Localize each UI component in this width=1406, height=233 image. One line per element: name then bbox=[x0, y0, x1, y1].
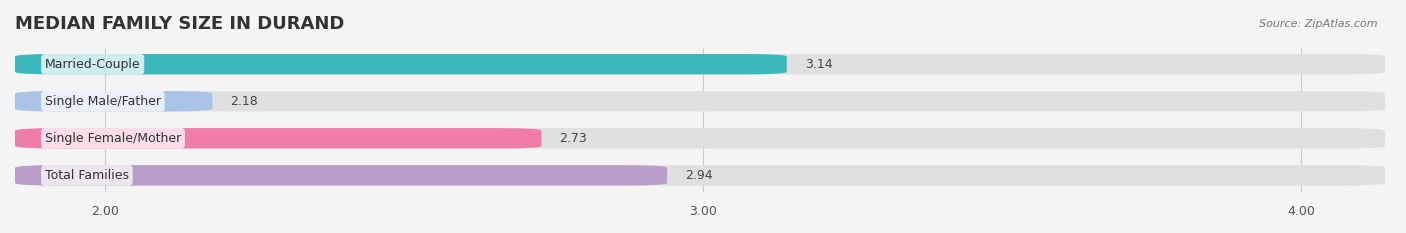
FancyBboxPatch shape bbox=[15, 165, 666, 185]
Text: 2.18: 2.18 bbox=[231, 95, 259, 108]
Text: Source: ZipAtlas.com: Source: ZipAtlas.com bbox=[1260, 19, 1378, 29]
Text: 2.73: 2.73 bbox=[560, 132, 588, 145]
FancyBboxPatch shape bbox=[21, 128, 1385, 148]
FancyBboxPatch shape bbox=[15, 128, 541, 148]
FancyBboxPatch shape bbox=[15, 91, 212, 111]
FancyBboxPatch shape bbox=[21, 91, 1385, 111]
Text: 3.14: 3.14 bbox=[804, 58, 832, 71]
FancyBboxPatch shape bbox=[21, 165, 1385, 185]
FancyBboxPatch shape bbox=[21, 54, 1385, 74]
Text: Total Families: Total Families bbox=[45, 169, 129, 182]
Text: Married-Couple: Married-Couple bbox=[45, 58, 141, 71]
Text: MEDIAN FAMILY SIZE IN DURAND: MEDIAN FAMILY SIZE IN DURAND bbox=[15, 15, 344, 33]
FancyBboxPatch shape bbox=[15, 54, 787, 74]
Text: Single Female/Mother: Single Female/Mother bbox=[45, 132, 181, 145]
Text: 2.94: 2.94 bbox=[685, 169, 713, 182]
Text: Single Male/Father: Single Male/Father bbox=[45, 95, 160, 108]
